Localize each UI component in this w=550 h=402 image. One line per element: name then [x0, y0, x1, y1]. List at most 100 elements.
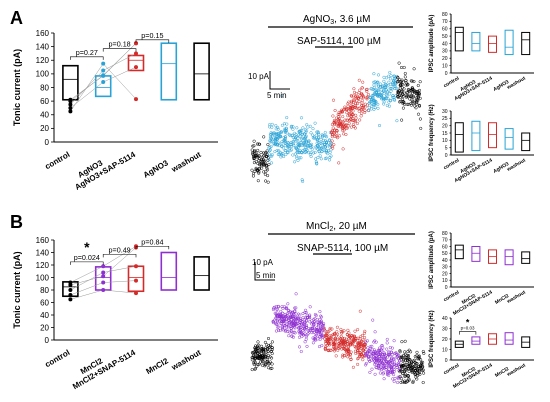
trace-point	[389, 98, 393, 102]
trace-point	[284, 126, 288, 130]
trace-point	[379, 356, 383, 360]
trace-point	[288, 320, 292, 324]
data-point	[68, 293, 73, 297]
trace-point	[357, 346, 361, 350]
trace-point	[373, 353, 377, 357]
trace-point	[254, 160, 258, 164]
trace-point	[311, 133, 315, 137]
trace-point	[268, 145, 272, 149]
trace-point	[351, 109, 355, 113]
trace-point	[370, 344, 374, 348]
trace-point	[350, 106, 355, 110]
trace-point	[297, 329, 301, 333]
trace-point	[409, 350, 413, 354]
trace-point	[399, 79, 403, 84]
trace-point	[383, 85, 387, 89]
trace-point	[349, 114, 353, 118]
trace-point	[342, 329, 346, 333]
trace-point	[373, 350, 377, 354]
trace-point	[323, 334, 327, 338]
trace-point	[311, 326, 315, 330]
trace-point	[316, 156, 320, 160]
trace-point	[327, 158, 332, 162]
trace-point	[330, 139, 334, 143]
box	[521, 132, 531, 152]
trace-point	[359, 114, 363, 118]
trace-point	[269, 137, 274, 141]
trace-point	[261, 353, 265, 357]
comparison-bracket	[459, 331, 477, 335]
trace-point	[254, 352, 258, 356]
trace-point	[270, 138, 275, 142]
trace-point	[270, 153, 274, 157]
trace-point	[261, 363, 265, 368]
y-tick-label: 20	[442, 337, 448, 343]
trace-point	[281, 319, 285, 323]
trace-point	[407, 357, 411, 361]
trace-point	[299, 143, 303, 147]
trace-point	[367, 348, 371, 352]
x-tick-label: control	[443, 289, 461, 303]
trace-point	[319, 137, 323, 141]
trace-point	[297, 156, 302, 160]
trace-point	[329, 336, 333, 340]
trace-point	[265, 359, 269, 363]
trace-point	[260, 166, 264, 170]
y-tick-label: 20	[40, 124, 49, 133]
trace-point	[413, 372, 417, 376]
trace-point	[378, 93, 382, 97]
y-tick-label: 70	[442, 238, 448, 244]
trace-point	[285, 312, 289, 316]
box	[504, 332, 514, 345]
trace-point	[314, 313, 318, 318]
box	[471, 120, 481, 152]
trace-point	[317, 330, 321, 334]
trace-point	[274, 305, 278, 309]
trace-point	[399, 65, 404, 70]
trace-point	[354, 92, 358, 96]
y-tick-label: 160	[36, 236, 50, 245]
trace-point	[329, 154, 333, 158]
trace-point	[252, 362, 256, 367]
x-tick-label: washout	[505, 157, 527, 173]
trace-point	[291, 322, 295, 326]
trace-point	[325, 333, 329, 338]
trace-point	[397, 61, 401, 65]
trace-point	[353, 104, 357, 108]
trace-point	[283, 129, 287, 133]
scale-bar-y-label: 10 pA	[248, 72, 270, 81]
trace-point	[253, 367, 257, 371]
trace-point	[303, 340, 307, 344]
trace-point	[267, 162, 271, 166]
trace-point	[299, 137, 304, 141]
trace-point	[321, 324, 325, 328]
trace-point	[396, 377, 400, 381]
trace-point	[305, 139, 309, 143]
trace-point	[257, 163, 262, 167]
y-axis-label: IPSC amplitude (pA)	[429, 231, 435, 289]
trace-point	[323, 339, 328, 343]
trace-point	[279, 130, 283, 134]
trace-point	[339, 327, 343, 331]
trace-point	[271, 320, 275, 324]
trace-point	[331, 98, 336, 102]
trace-point	[415, 101, 419, 105]
trace-point	[341, 147, 345, 151]
trace-point	[371, 357, 375, 361]
trace-point	[293, 331, 297, 335]
trace-point	[346, 102, 350, 106]
trace-point	[357, 107, 361, 111]
trace-point	[413, 101, 417, 105]
trace-point	[401, 92, 405, 97]
trace-point	[367, 106, 371, 110]
y-axis-label: Tonic current (pA)	[12, 49, 22, 126]
trace-point	[287, 334, 291, 338]
x-tick-label: control	[443, 75, 461, 89]
trace-point	[304, 319, 308, 323]
trace-point	[330, 135, 334, 139]
trace-point	[299, 349, 303, 354]
trace-point	[370, 96, 374, 100]
trace-point	[261, 360, 266, 364]
trace-point	[362, 331, 367, 335]
trace-point	[273, 142, 277, 146]
